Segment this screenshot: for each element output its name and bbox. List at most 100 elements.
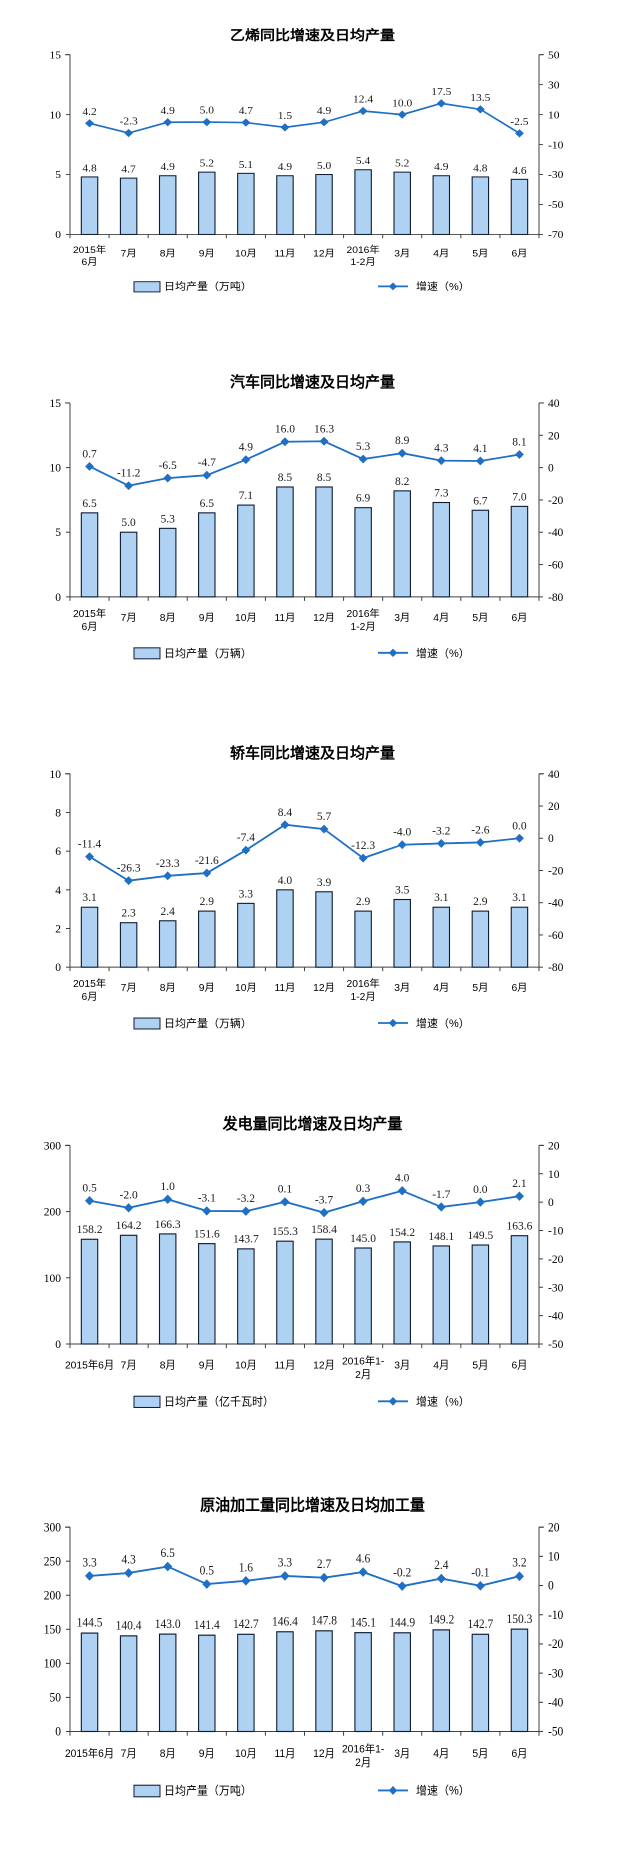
svg-text:-80: -80: [548, 592, 564, 604]
svg-text:5: 5: [55, 527, 61, 539]
svg-text:0.5: 0.5: [82, 1181, 97, 1194]
svg-text:-11.4: -11.4: [78, 839, 102, 851]
svg-text:5月: 5月: [472, 248, 488, 260]
svg-text:4.9: 4.9: [161, 105, 176, 117]
svg-text:0.3: 0.3: [356, 1182, 371, 1195]
svg-text:-0.1: -0.1: [471, 1565, 489, 1579]
svg-text:143.0: 143.0: [155, 1616, 181, 1630]
svg-text:4.8: 4.8: [473, 163, 488, 175]
svg-text:-1.7: -1.7: [432, 1188, 450, 1201]
svg-text:11月: 11月: [274, 1748, 295, 1760]
svg-text:日均产量（万辆）: 日均产量（万辆）: [164, 646, 252, 660]
svg-text:5: 5: [55, 170, 61, 182]
svg-text:9月: 9月: [199, 612, 215, 624]
svg-text:1.5: 1.5: [278, 110, 293, 122]
svg-text:-3.1: -3.1: [198, 1192, 216, 1205]
svg-text:0.1: 0.1: [278, 1183, 293, 1196]
svg-text:-20: -20: [548, 865, 564, 877]
svg-text:2015年: 2015年: [73, 607, 106, 620]
svg-text:6.5: 6.5: [161, 1546, 175, 1560]
svg-text:-26.3: -26.3: [117, 863, 141, 875]
svg-text:8月: 8月: [160, 248, 176, 260]
svg-text:4.9: 4.9: [278, 162, 293, 174]
svg-text:15: 15: [50, 398, 62, 410]
svg-text:6月: 6月: [82, 256, 98, 268]
svg-text:6月: 6月: [511, 982, 527, 994]
svg-text:5月: 5月: [472, 1359, 488, 1371]
svg-text:200: 200: [44, 1588, 61, 1602]
svg-text:142.7: 142.7: [467, 1617, 493, 1631]
svg-text:3.5: 3.5: [395, 885, 410, 897]
svg-text:日均产量（万辆）: 日均产量（万辆）: [164, 1016, 252, 1030]
svg-text:4.1: 4.1: [473, 443, 488, 455]
svg-text:7月: 7月: [121, 248, 137, 260]
svg-text:4.2: 4.2: [82, 106, 96, 118]
svg-text:8.5: 8.5: [317, 472, 332, 484]
svg-text:4.6: 4.6: [356, 1551, 370, 1565]
svg-text:146.4: 146.4: [272, 1614, 298, 1628]
svg-text:10: 10: [50, 110, 62, 122]
svg-text:6: 6: [55, 846, 61, 858]
svg-text:3月: 3月: [394, 1748, 410, 1760]
svg-text:12月: 12月: [313, 982, 335, 994]
svg-text:-30: -30: [548, 1281, 563, 1294]
svg-text:5.3: 5.3: [161, 513, 176, 525]
svg-text:3.3: 3.3: [239, 888, 254, 900]
svg-text:100: 100: [44, 1656, 61, 1670]
svg-text:3.3: 3.3: [82, 1555, 96, 1569]
svg-text:7月: 7月: [121, 1748, 137, 1760]
svg-text:汽车同比增速及日均产量: 汽车同比增速及日均产量: [230, 373, 395, 391]
svg-text:2015年: 2015年: [73, 977, 106, 990]
svg-text:11月: 11月: [274, 1359, 295, 1371]
svg-text:154.2: 154.2: [389, 1226, 415, 1239]
svg-text:5月: 5月: [472, 982, 488, 994]
svg-text:4月: 4月: [433, 1748, 449, 1760]
svg-text:增速（%）: 增速（%）: [416, 1783, 470, 1797]
svg-text:8月: 8月: [160, 1359, 176, 1371]
svg-text:2.7: 2.7: [317, 1557, 331, 1571]
svg-text:0: 0: [548, 463, 554, 475]
svg-text:3.1: 3.1: [512, 892, 527, 904]
svg-text:-10: -10: [548, 140, 564, 152]
svg-text:-10: -10: [548, 1608, 563, 1622]
svg-text:2月: 2月: [355, 1369, 371, 1381]
svg-text:4.9: 4.9: [434, 162, 449, 174]
svg-text:8: 8: [55, 807, 61, 819]
svg-text:7月: 7月: [121, 1359, 137, 1371]
svg-text:10月: 10月: [235, 1359, 257, 1371]
svg-text:4.7: 4.7: [239, 106, 254, 118]
svg-text:6月: 6月: [82, 621, 98, 633]
svg-text:13.5: 13.5: [470, 92, 491, 104]
svg-text:-20: -20: [548, 1637, 563, 1651]
svg-text:143.7: 143.7: [233, 1233, 259, 1246]
svg-text:轿车同比增速及日均产量: 轿车同比增速及日均产量: [230, 744, 395, 762]
svg-text:2.9: 2.9: [473, 896, 488, 908]
svg-text:300: 300: [44, 1139, 61, 1152]
svg-text:149.2: 149.2: [428, 1612, 454, 1626]
svg-text:148.1: 148.1: [428, 1230, 454, 1243]
svg-text:50: 50: [50, 1690, 62, 1704]
svg-text:-11.2: -11.2: [117, 468, 141, 480]
svg-text:149.5: 149.5: [467, 1229, 493, 1242]
svg-text:10: 10: [50, 769, 62, 781]
svg-text:150: 150: [44, 1622, 61, 1636]
svg-text:5.2: 5.2: [200, 158, 214, 170]
svg-text:0: 0: [55, 592, 61, 604]
svg-text:100: 100: [44, 1272, 61, 1285]
svg-text:166.3: 166.3: [155, 1218, 181, 1231]
svg-text:-40: -40: [548, 1310, 563, 1323]
svg-text:-7.4: -7.4: [237, 832, 255, 844]
svg-text:1-2月: 1-2月: [351, 991, 376, 1003]
svg-text:-3.2: -3.2: [432, 825, 450, 837]
svg-text:-21.6: -21.6: [195, 855, 219, 867]
svg-text:7.3: 7.3: [434, 488, 449, 500]
svg-text:日均产量（万吨）: 日均产量（万吨）: [164, 280, 252, 292]
svg-text:增速（%）: 增速（%）: [416, 280, 470, 292]
svg-text:151.6: 151.6: [194, 1227, 220, 1240]
svg-text:3月: 3月: [394, 1359, 410, 1371]
svg-text:1-2月: 1-2月: [351, 256, 376, 268]
svg-text:2.9: 2.9: [200, 896, 215, 908]
svg-text:150.3: 150.3: [507, 1612, 533, 1626]
svg-text:20: 20: [548, 801, 560, 813]
svg-text:163.6: 163.6: [507, 1219, 533, 1232]
